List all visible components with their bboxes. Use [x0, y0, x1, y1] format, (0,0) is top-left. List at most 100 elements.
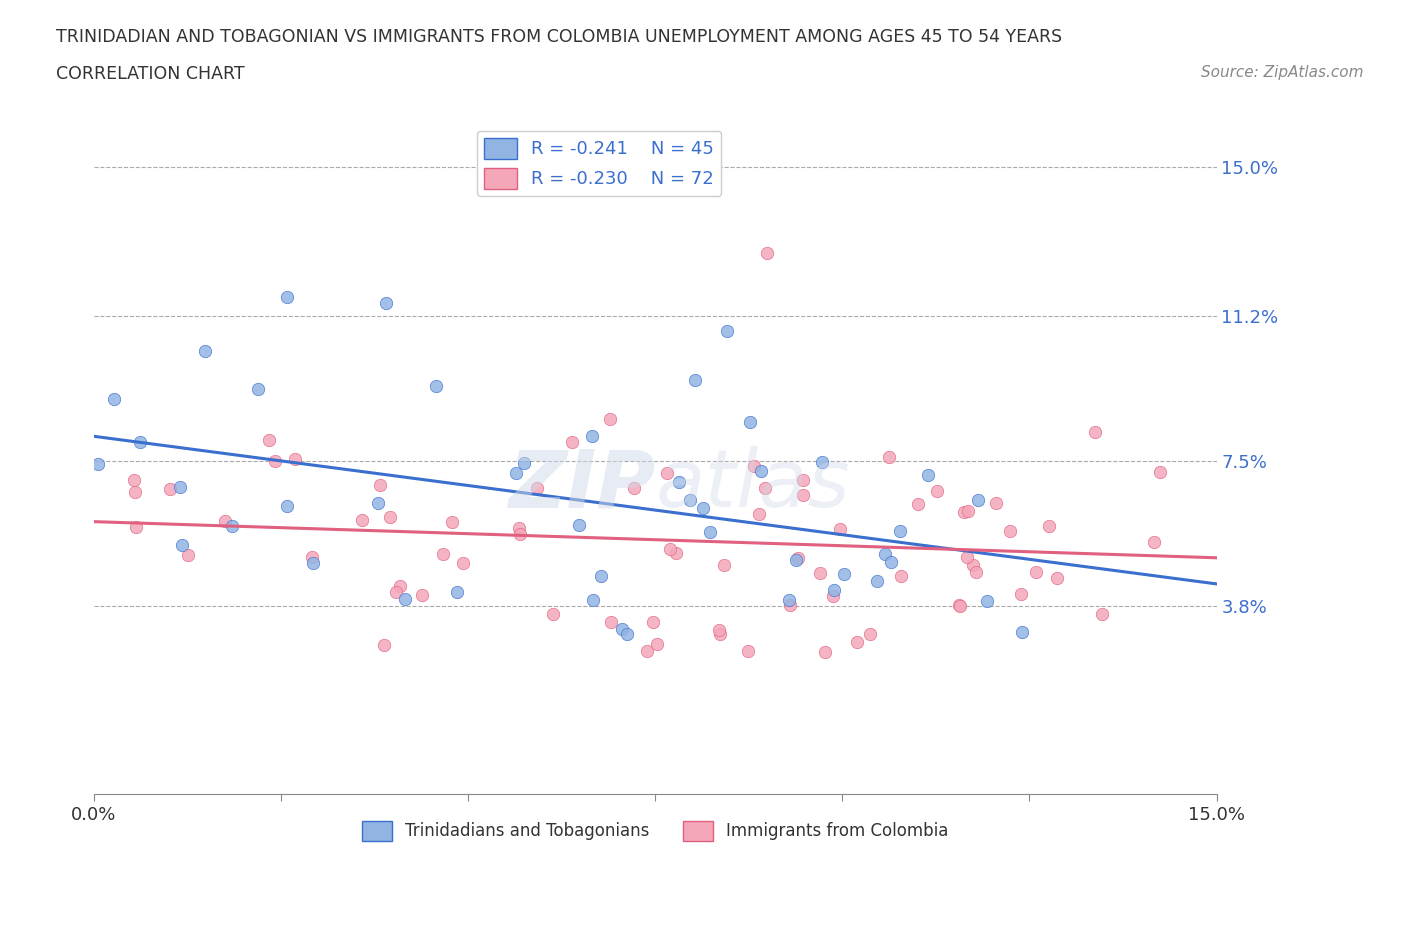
Point: [808, 565, 831, 580]
Point: [949, 599, 972, 614]
Point: [284, 451, 307, 466]
Point: [122, 472, 145, 487]
Point: [301, 550, 323, 565]
Point: [259, 432, 281, 447]
Point: [411, 587, 433, 602]
Point: [591, 568, 613, 583]
Point: [221, 519, 243, 534]
Point: [679, 493, 702, 508]
Point: [367, 496, 389, 511]
Text: CORRELATION CHART: CORRELATION CHART: [56, 65, 245, 83]
Point: [616, 627, 638, 642]
Point: [581, 429, 603, 444]
Point: [214, 514, 236, 529]
Point: [1084, 424, 1107, 439]
Point: [440, 514, 463, 529]
Point: [623, 481, 645, 496]
Point: [823, 583, 845, 598]
Point: [845, 634, 868, 649]
Point: [276, 289, 298, 304]
Point: [159, 482, 181, 497]
Point: [699, 525, 721, 539]
Point: [508, 521, 530, 536]
Point: [917, 468, 939, 483]
Point: [388, 579, 411, 594]
Point: [873, 547, 896, 562]
Point: [599, 412, 621, 427]
Point: [128, 434, 150, 449]
Point: [368, 478, 391, 493]
Point: [1091, 606, 1114, 621]
Point: [709, 627, 731, 642]
Point: [779, 597, 801, 612]
Point: [965, 565, 987, 579]
Text: TRINIDADIAN AND TOBAGONIAN VS IMMIGRANTS FROM COLOMBIA UNEMPLOYMENT AMONG AGES 4: TRINIDADIAN AND TOBAGONIAN VS IMMIGRANTS…: [56, 28, 1063, 46]
Point: [636, 643, 658, 658]
Point: [1025, 565, 1047, 580]
Point: [778, 592, 800, 607]
Point: [352, 512, 374, 527]
Point: [749, 463, 772, 478]
Point: [541, 606, 564, 621]
Point: [828, 522, 851, 537]
Point: [375, 296, 398, 311]
Point: [1038, 519, 1060, 534]
Point: [1010, 587, 1032, 602]
Point: [713, 558, 735, 573]
Point: [1143, 535, 1166, 550]
Point: [813, 644, 835, 659]
Point: [509, 526, 531, 541]
Point: [301, 555, 323, 570]
Point: [962, 557, 984, 572]
Point: [668, 474, 690, 489]
Point: [645, 637, 668, 652]
Point: [754, 481, 776, 496]
Point: [859, 627, 882, 642]
Point: [124, 520, 146, 535]
Point: [976, 593, 998, 608]
Point: [526, 481, 548, 496]
Point: [394, 591, 416, 606]
Point: [561, 434, 583, 449]
Point: [505, 465, 527, 480]
Point: [103, 392, 125, 406]
Point: [373, 637, 395, 652]
Point: [683, 372, 706, 387]
Point: [756, 246, 779, 260]
Point: [247, 381, 270, 396]
Point: [956, 549, 979, 564]
Point: [384, 584, 406, 599]
Point: [600, 615, 623, 630]
Point: [170, 538, 193, 552]
Point: [568, 518, 591, 533]
Point: [785, 552, 807, 567]
Point: [1011, 624, 1033, 639]
Point: [737, 644, 759, 658]
Legend: Trinidadians and Tobagonians, Immigrants from Colombia: Trinidadians and Tobagonians, Immigrants…: [356, 815, 955, 847]
Text: ZIP: ZIP: [508, 446, 655, 525]
Point: [709, 623, 731, 638]
Text: atlas: atlas: [655, 446, 851, 525]
Point: [169, 479, 191, 494]
Point: [877, 450, 900, 465]
Point: [657, 466, 679, 481]
Point: [1046, 570, 1069, 585]
Point: [194, 343, 217, 358]
Point: [792, 472, 814, 487]
Point: [264, 454, 287, 469]
Point: [641, 615, 664, 630]
Point: [692, 500, 714, 515]
Point: [425, 379, 447, 393]
Point: [1149, 465, 1171, 480]
Point: [582, 593, 605, 608]
Point: [953, 505, 976, 520]
Point: [957, 503, 980, 518]
Point: [177, 548, 200, 563]
Point: [890, 569, 912, 584]
Point: [738, 415, 761, 430]
Point: [821, 589, 844, 604]
Point: [811, 455, 834, 470]
Point: [659, 541, 682, 556]
Point: [87, 457, 110, 472]
Point: [276, 498, 298, 513]
